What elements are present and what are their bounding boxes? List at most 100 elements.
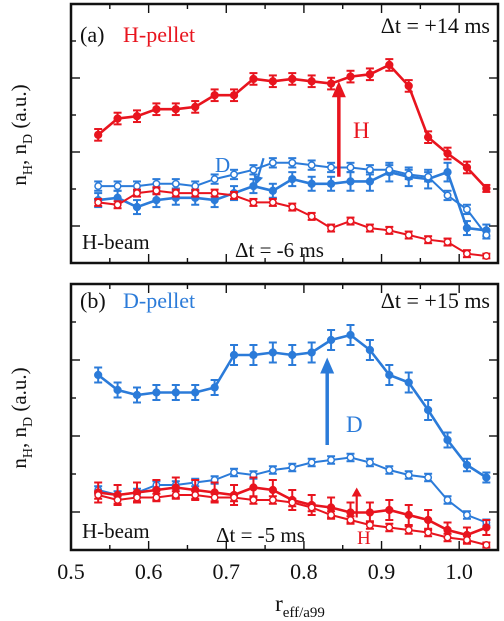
data-point: [94, 182, 103, 191]
data-point: [268, 485, 278, 495]
data-point: [133, 182, 141, 191]
panel-b-species-label: D: [346, 412, 363, 437]
data-point: [307, 348, 316, 357]
x-tick-label: 0.8: [290, 559, 318, 584]
data-point: [230, 468, 238, 477]
data-point: [423, 405, 433, 415]
data-point: [307, 77, 316, 86]
panel-a-beam-label: H-beam: [82, 230, 150, 254]
panel-b-series-blue-filled: [94, 324, 491, 484]
data-point: [365, 458, 374, 467]
data-point: [132, 112, 142, 121]
data-point: [443, 238, 452, 246]
data-point: [191, 388, 200, 397]
data-point: [326, 79, 336, 88]
data-point: [346, 217, 355, 226]
data-point: [385, 370, 394, 380]
data-point: [113, 182, 122, 191]
data-point: [424, 473, 433, 482]
data-point: [288, 350, 297, 360]
data-point: [249, 74, 258, 84]
data-point: [171, 189, 180, 198]
data-point: [307, 503, 316, 512]
panel-a: (a) H-pellet Δt = +14 ms H-beam Δt = -6 …: [7, 2, 500, 265]
data-point: [133, 493, 141, 502]
data-point: [423, 133, 433, 142]
data-point: [94, 198, 103, 207]
panel-b-label: (b): [80, 288, 106, 313]
panel-a-dt-before: Δt = -6 ms: [235, 238, 324, 262]
data-point: [385, 165, 394, 174]
data-point: [133, 189, 141, 198]
data-point: [462, 511, 471, 519]
data-point: [113, 385, 122, 395]
data-point: [346, 516, 355, 524]
data-point: [443, 533, 452, 542]
data-point: [229, 91, 239, 100]
data-point: [94, 130, 103, 140]
data-point: [365, 345, 375, 355]
data-point: [482, 184, 491, 193]
panel-a-ticks: [70, 4, 499, 263]
data-point: [113, 200, 122, 209]
panel-b-small-arrow-head: [351, 487, 362, 497]
data-point: [385, 60, 394, 70]
data-point: [230, 170, 238, 179]
data-point: [191, 182, 200, 191]
data-point: [346, 163, 355, 172]
data-point: [268, 158, 277, 167]
data-point: [191, 102, 200, 112]
data-point: [346, 453, 355, 462]
data-point: [346, 72, 355, 81]
panel-a-title: H-pellet: [123, 22, 195, 47]
data-point: [288, 463, 297, 472]
data-point: [385, 226, 394, 235]
data-point: [210, 189, 219, 198]
data-point: [424, 235, 433, 244]
data-point: [132, 202, 142, 212]
data-point: [288, 203, 297, 212]
data-point: [443, 149, 452, 158]
data-point: [113, 193, 122, 202]
panel-b-ylabel-sep: , n: [7, 427, 31, 449]
data-point: [443, 191, 452, 200]
data-point: [171, 483, 180, 492]
data-point: [210, 175, 219, 184]
data-point: [249, 198, 258, 207]
panel-a-small-arrow-shaft: [256, 157, 265, 179]
data-point: [482, 523, 491, 532]
panel-a-ylabel: nH, nD (a.u.): [7, 84, 36, 185]
data-point: [482, 541, 491, 549]
data-point: [288, 498, 297, 507]
data-point: [268, 186, 278, 195]
data-point: [365, 177, 375, 186]
data-point: [326, 179, 336, 188]
x-tick-labels: 0.5 0.6 0.7 0.8 0.9 1.0: [57, 559, 473, 584]
data-point: [327, 224, 336, 233]
data-point: [249, 165, 258, 174]
data-point: [268, 348, 278, 357]
data-point: [424, 172, 433, 181]
data-point: [268, 496, 277, 504]
data-point: [404, 231, 413, 239]
data-point: [346, 508, 355, 517]
data-point: [443, 496, 452, 504]
x-axis-label-sub: eff/a99: [283, 605, 325, 621]
data-point: [152, 105, 161, 114]
data-point: [268, 198, 277, 207]
panel-b-ylabel: nH, nD (a.u.): [7, 367, 36, 468]
data-point: [152, 186, 161, 195]
data-point: [249, 483, 258, 492]
data-point: [365, 508, 375, 517]
data-point: [327, 456, 336, 464]
data-point: [171, 491, 180, 499]
data-point: [268, 77, 278, 86]
data-point: [404, 471, 413, 479]
panel-b-ylabel-main: n: [7, 458, 31, 469]
data-point: [443, 525, 452, 535]
data-point: [210, 195, 219, 205]
panel-b-h-label: H: [357, 528, 371, 549]
panel-a-ylabel-sub1: H: [21, 165, 36, 175]
data-point: [229, 350, 239, 360]
panel-b-dt-after: Δt = +15 ms: [381, 288, 490, 313]
